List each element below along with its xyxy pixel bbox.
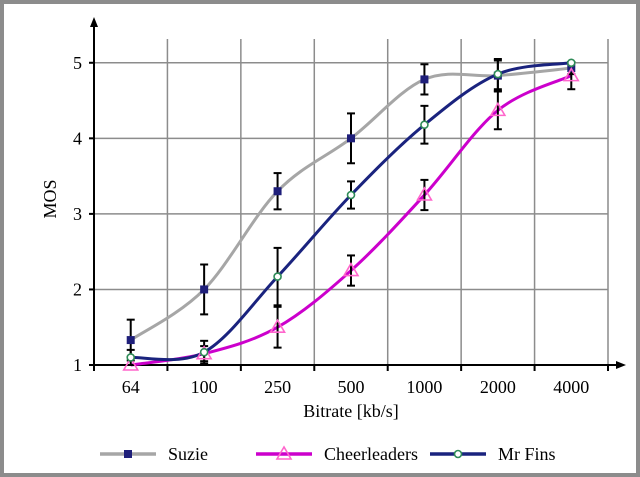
mr-fins-marker: [126, 353, 136, 362]
mr-fins-marker: [420, 120, 429, 130]
cheerleaders-marker: [342, 261, 360, 277]
suzie-marker: [347, 134, 355, 143]
mr-fins-marker: [346, 190, 356, 200]
y-tick-label: 2: [73, 279, 82, 299]
y-tick-label: 3: [73, 204, 82, 224]
cheerleaders-marker: [269, 318, 286, 334]
suzie-marker: [126, 336, 135, 345]
x-tick-label: 100: [191, 377, 218, 397]
suzie-marker: [420, 75, 429, 84]
x-axis-arrow: [616, 361, 626, 369]
x-tick-label: 4000: [553, 377, 589, 397]
y-tick-label: 4: [73, 128, 82, 148]
x-tick-label: 2000: [480, 377, 516, 397]
legend-mr-fins-marker: [453, 449, 463, 459]
legend-mr-fins-label: Mr Fins: [498, 444, 556, 464]
y-axis-title: MOS: [40, 179, 60, 218]
suzie-marker: [200, 285, 209, 294]
cheerleaders-marker: [562, 67, 580, 82]
mr-fins-marker: [199, 347, 209, 357]
mr-fins-marker: [566, 58, 576, 68]
x-tick-label: 500: [338, 377, 365, 397]
x-tick-label: 64: [122, 377, 140, 397]
suzie-marker: [273, 187, 282, 196]
y-axis-arrow: [90, 17, 98, 27]
mr-fins-marker: [493, 69, 503, 79]
legend-cheerleaders-marker: [275, 445, 293, 460]
y-tick-label: 1: [73, 355, 82, 375]
legend-suzie-marker: [124, 450, 132, 458]
cheerleaders-marker: [416, 186, 433, 201]
legend-cheerleaders-label: Cheerleaders: [324, 444, 418, 464]
x-tick-label: 1000: [406, 377, 442, 397]
cheerleaders-marker: [122, 356, 140, 371]
y-tick-label: 5: [73, 53, 82, 73]
x-tick-label: 250: [264, 377, 291, 397]
x-axis-title: Bitrate [kb/s]: [303, 401, 398, 421]
cheerleaders-marker: [489, 101, 507, 117]
mr-fins-marker: [273, 272, 282, 281]
legend-suzie-label: Suzie: [168, 444, 208, 464]
mr-fins-line: [130, 61, 572, 362]
